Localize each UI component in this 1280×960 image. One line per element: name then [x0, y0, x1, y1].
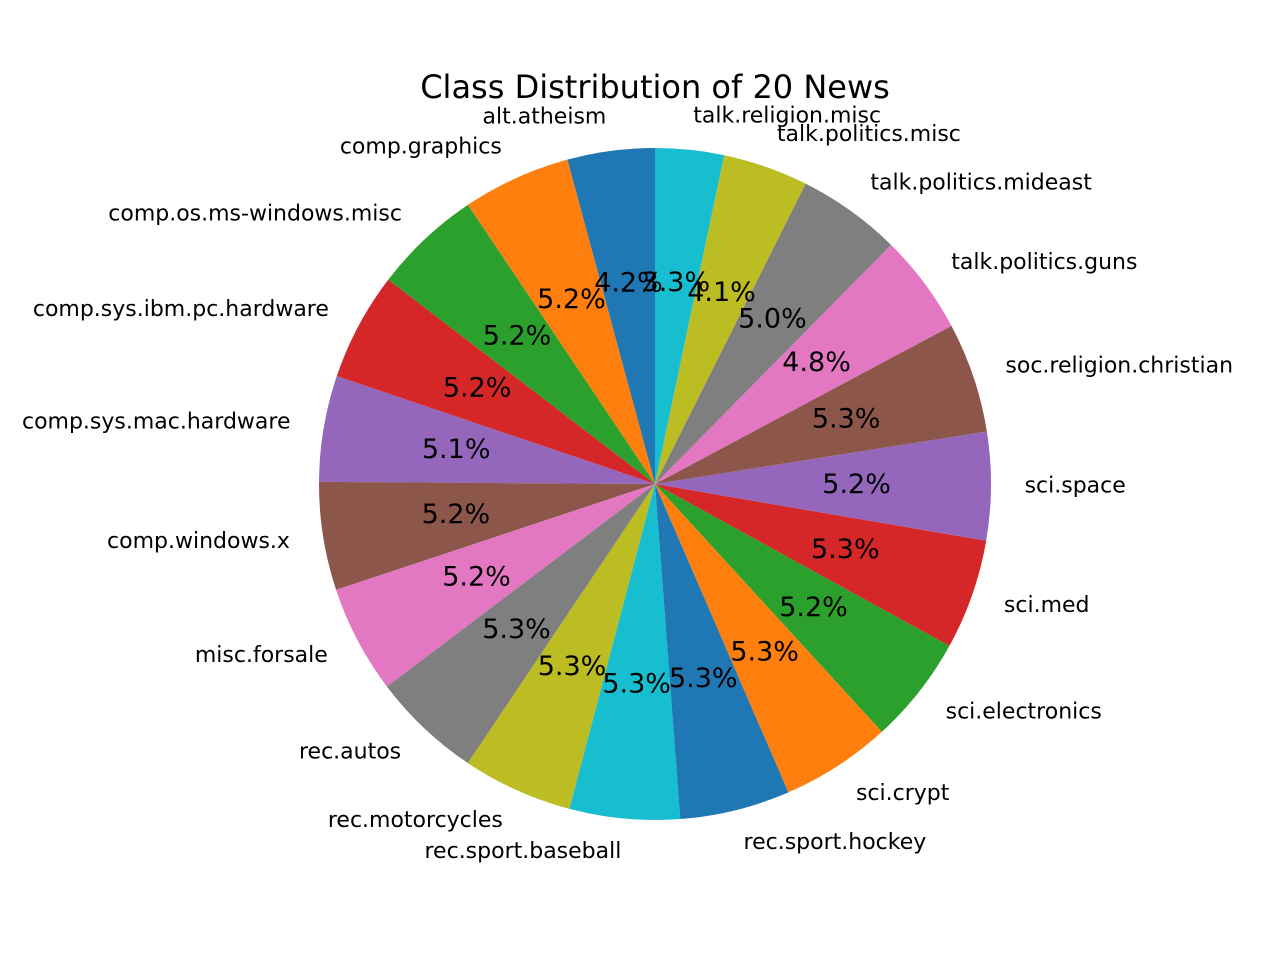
slice-label-talk-politics-guns: talk.politics.guns — [951, 250, 1137, 275]
pie-slice-comp-os-ms-windows-misc — [388, 204, 655, 485]
chart-title: Class Distribution of 20 News — [420, 68, 890, 106]
slice-label-comp-windows-x: comp.windows.x — [107, 529, 290, 554]
percent-label-comp-windows-x: 5.2% — [422, 499, 491, 530]
pie-slice-alt-atheism — [567, 148, 655, 484]
pie-slice-sci-space — [655, 431, 991, 541]
percent-label-rec-sport-baseball: 5.3% — [602, 668, 671, 699]
pie-slice-misc-forsale — [336, 484, 655, 687]
pie-slice-rec-autos — [386, 484, 655, 764]
slice-label-comp-sys-ibm-pc-hardware: comp.sys.ibm.pc.hardware — [33, 297, 329, 322]
percent-label-sci-med: 5.3% — [811, 534, 880, 565]
pie-slice-rec-motorcycles — [467, 484, 655, 809]
percent-label-soc-religion-christian: 5.3% — [812, 403, 881, 434]
slice-label-rec-sport-baseball: rec.sport.baseball — [425, 839, 622, 864]
pie-slice-sci-electronics — [655, 484, 950, 732]
percent-label-talk-politics-misc: 4.1% — [687, 277, 756, 308]
percent-label-rec-motorcycles: 5.3% — [538, 651, 607, 682]
percent-label-talk-politics-mideast: 5.0% — [738, 304, 807, 335]
pie-slice-comp-sys-mac-hardware — [319, 376, 655, 484]
slice-label-rec-autos: rec.autos — [299, 740, 401, 765]
slice-label-comp-sys-mac-hardware: comp.sys.mac.hardware — [22, 410, 291, 435]
percent-label-comp-sys-ibm-pc-hardware: 5.2% — [443, 373, 512, 404]
pie-slice-comp-windows-x — [319, 481, 655, 590]
pie-slice-talk-politics-mideast — [655, 183, 892, 485]
percent-label-rec-autos: 5.3% — [482, 614, 551, 645]
pie-slice-talk-politics-misc — [655, 155, 806, 484]
pie-slices — [319, 148, 991, 821]
slice-label-rec-motorcycles: rec.motorcycles — [328, 808, 503, 833]
slice-label-talk-politics-misc: talk.politics.misc — [777, 122, 961, 147]
percent-label-sci-crypt: 5.3% — [730, 637, 799, 668]
pie-slice-rec-sport-baseball — [569, 484, 681, 821]
slice-label-sci-crypt: sci.crypt — [856, 781, 950, 806]
category-labels: alt.atheism comp.graphics comp.os.ms-windo… — [22, 103, 1233, 864]
slice-label-alt-atheism: alt.atheism — [483, 105, 607, 130]
slice-label-comp-os-ms-windows-misc: comp.os.ms-windows.misc — [108, 202, 402, 227]
pie-slice-rec-sport-hockey — [655, 484, 789, 820]
percent-label-misc-forsale: 5.2% — [442, 561, 511, 592]
percent-label-sci-electronics: 5.2% — [779, 592, 848, 623]
slice-label-soc-religion-christian: soc.religion.christian — [1005, 353, 1233, 378]
slice-label-talk-religion-misc: talk.religion.misc — [693, 103, 881, 128]
pie-slice-soc-religion-christian — [655, 325, 987, 484]
pie-slice-talk-politics-guns — [655, 244, 952, 484]
percent-label-comp-sys-mac-hardware: 5.1% — [422, 434, 491, 465]
slice-label-rec-sport-hockey: rec.sport.hockey — [744, 830, 927, 855]
percent-label-comp-graphics: 5.2% — [537, 284, 606, 315]
percent-label-talk-politics-guns: 4.8% — [782, 347, 851, 378]
slice-label-sci-space: sci.space — [1025, 473, 1126, 498]
pie-slice-comp-sys-ibm-pc-hardware — [336, 279, 655, 484]
pie-slice-comp-graphics — [467, 159, 655, 484]
percent-label-rec-sport-hockey: 5.3% — [669, 663, 738, 694]
slice-label-talk-politics-mideast: talk.politics.mideast — [870, 171, 1092, 196]
pie-slice-talk-religion-misc — [655, 148, 725, 484]
slice-label-sci-med: sci.med — [1004, 593, 1090, 618]
percent-label-talk-religion-misc: 3.3% — [642, 267, 711, 298]
percent-label-sci-space: 5.2% — [822, 469, 891, 500]
percent-label-alt-atheism: 4.2% — [594, 268, 663, 299]
slice-label-misc-forsale: misc.forsale — [195, 643, 328, 668]
slice-label-sci-electronics: sci.electronics — [946, 699, 1102, 724]
percent-labels: 4.2%5.2%5.2%5.2%5.1%5.2%5.2%5.3%5.3%5.3%… — [422, 267, 891, 699]
slice-label-comp-graphics: comp.graphics — [340, 135, 502, 160]
pie-slice-sci-med — [655, 484, 987, 646]
percent-label-comp-os-ms-windows-misc: 5.2% — [483, 321, 552, 352]
pie-slice-sci-crypt — [655, 484, 882, 793]
